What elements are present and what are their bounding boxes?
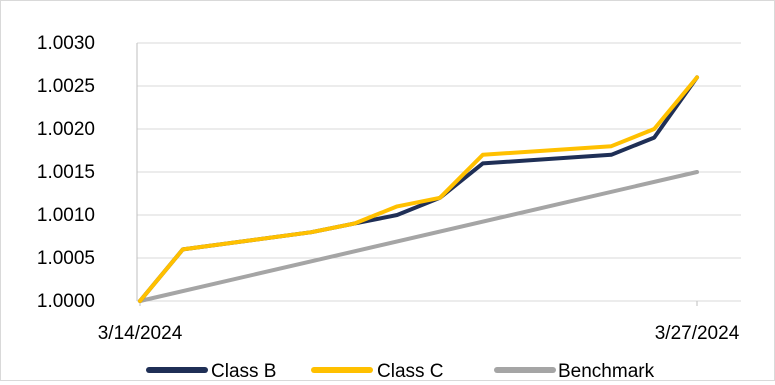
legend-label-class-c: Class C	[377, 361, 444, 380]
y-tick-label: 1.0005	[37, 248, 95, 269]
x-tick-label: 3/14/2024	[98, 323, 183, 344]
y-tick-label: 1.0030	[37, 33, 95, 54]
legend-label-class-b: Class B	[211, 361, 276, 380]
y-tick-label: 1.0000	[37, 291, 95, 312]
y-tick-label: 1.0015	[37, 162, 95, 183]
x-tick-label: 3/27/2024	[655, 323, 740, 344]
series-line-class-b	[140, 77, 697, 301]
legend-label-benchmark: Benchmark	[558, 361, 655, 380]
y-tick-label: 1.0025	[37, 76, 95, 97]
legend: Class B Class C Benchmark	[149, 361, 655, 380]
y-tick-label: 1.0020	[37, 119, 95, 140]
series-lines	[140, 77, 697, 301]
series-line-benchmark	[140, 172, 697, 301]
series-line-class-c	[140, 77, 697, 301]
y-tick-label: 1.0010	[37, 205, 95, 226]
gridlines	[137, 43, 741, 301]
